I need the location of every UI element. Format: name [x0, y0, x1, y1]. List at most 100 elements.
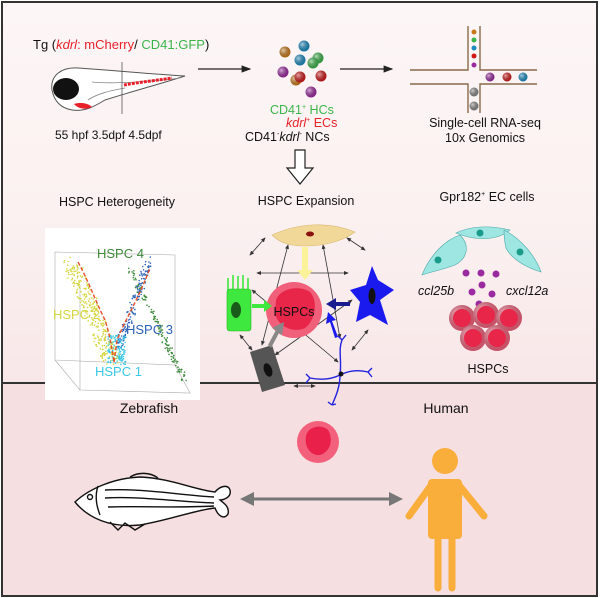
scatter-point	[144, 260, 147, 263]
ec-hspc-label: HSPCs	[468, 362, 509, 376]
scatter-point	[172, 361, 174, 363]
scatter-point	[130, 303, 133, 306]
scatter-point	[83, 306, 85, 309]
scatter-point	[100, 322, 102, 325]
scatter-point	[70, 273, 72, 276]
scatter-point	[94, 320, 97, 323]
scatter-point	[118, 349, 121, 351]
scatter-point	[96, 345, 98, 348]
scatter-point	[100, 324, 103, 326]
scatter-point	[85, 317, 87, 320]
scatter-point	[173, 359, 175, 362]
scatter-point	[119, 339, 121, 342]
scatter-point	[73, 282, 76, 285]
chip-cell-shade	[469, 87, 479, 97]
scatter-point	[74, 270, 77, 272]
scatter-point	[128, 321, 131, 324]
scatter-point	[156, 318, 158, 321]
scatter-point	[129, 316, 132, 318]
scatter-point	[169, 347, 172, 349]
scatter-point	[170, 355, 172, 358]
scatter-point	[88, 316, 91, 318]
scatter-point	[171, 347, 173, 349]
scatter-point	[175, 360, 177, 362]
scatter-point	[133, 270, 135, 272]
scatter-point	[82, 293, 84, 296]
scatter-point	[81, 303, 83, 306]
scatter-point	[104, 339, 107, 342]
scatter-point	[122, 343, 124, 345]
scatter-point	[161, 332, 164, 334]
scatter-point	[117, 356, 120, 358]
scatter-point	[68, 273, 70, 276]
scatter-point	[143, 298, 146, 301]
scatter-point	[122, 337, 124, 339]
scatter-point	[141, 265, 144, 268]
scatter-point	[134, 295, 136, 298]
scatter-point	[87, 300, 90, 302]
sorted-cell-shade	[294, 71, 306, 83]
scatter-point	[105, 350, 107, 353]
scatter-point	[153, 310, 155, 313]
scatter-point	[166, 344, 169, 347]
scatter-point	[160, 327, 162, 329]
scatter-point	[180, 368, 183, 371]
scatter-point	[140, 291, 143, 293]
scatter-point	[85, 303, 88, 305]
scatter-point	[154, 315, 157, 318]
scatter-point	[161, 341, 164, 343]
scatter-point	[83, 298, 86, 300]
scatter-point	[88, 298, 91, 300]
scatter-point	[146, 304, 148, 307]
scatter-point	[84, 296, 87, 299]
scatter-point	[142, 298, 144, 301]
scatter-point	[93, 340, 95, 343]
chip-cell-shade	[518, 72, 528, 82]
chip-cell	[471, 45, 477, 51]
scatter-point	[80, 290, 82, 293]
scatter-point	[145, 296, 148, 299]
scatter-point	[144, 263, 146, 266]
scatter-point	[180, 371, 182, 373]
scatter-point	[103, 338, 105, 340]
sorted-cell-shade	[307, 57, 319, 69]
scatter-point	[172, 354, 175, 357]
scatter-point	[143, 295, 146, 298]
scatter-point	[91, 322, 94, 324]
scatter-point	[91, 318, 94, 321]
scatter-point	[90, 304, 92, 306]
scatter-point	[177, 366, 179, 368]
scatter-point	[67, 271, 70, 274]
scatter-point	[107, 357, 109, 360]
scatter-point	[124, 351, 126, 353]
scatter-point	[128, 326, 130, 328]
scatter-point	[92, 319, 95, 322]
scatter-point	[120, 355, 123, 358]
scatter-point	[134, 312, 136, 315]
zebrafish-label: Zebrafish	[120, 400, 178, 416]
scatter-point	[143, 272, 145, 275]
scatter-point	[102, 360, 105, 362]
scatter-point	[104, 359, 106, 361]
cluster-label-hspc3: HSPC 3	[126, 322, 173, 337]
scatter-point	[105, 347, 107, 349]
scatter-point	[183, 371, 186, 373]
scatter-point	[76, 296, 79, 298]
scatter-point	[121, 330, 124, 333]
scatter-point	[161, 324, 163, 327]
scatter-point	[101, 357, 103, 360]
scatter-point	[138, 287, 141, 290]
scatter-point	[124, 325, 126, 328]
chip-cell	[471, 53, 477, 59]
scatter-point	[102, 348, 104, 351]
scatter-point	[122, 338, 125, 341]
scatter-point	[96, 303, 98, 306]
scatter-point	[76, 268, 79, 271]
scatter-point	[86, 313, 88, 315]
scatter-point	[124, 334, 126, 337]
scatter-point	[111, 336, 113, 339]
scatter-point	[86, 306, 89, 309]
scatter-point	[121, 344, 124, 347]
scatter-point	[79, 275, 82, 277]
platform-label: 10x Genomics	[445, 131, 525, 145]
